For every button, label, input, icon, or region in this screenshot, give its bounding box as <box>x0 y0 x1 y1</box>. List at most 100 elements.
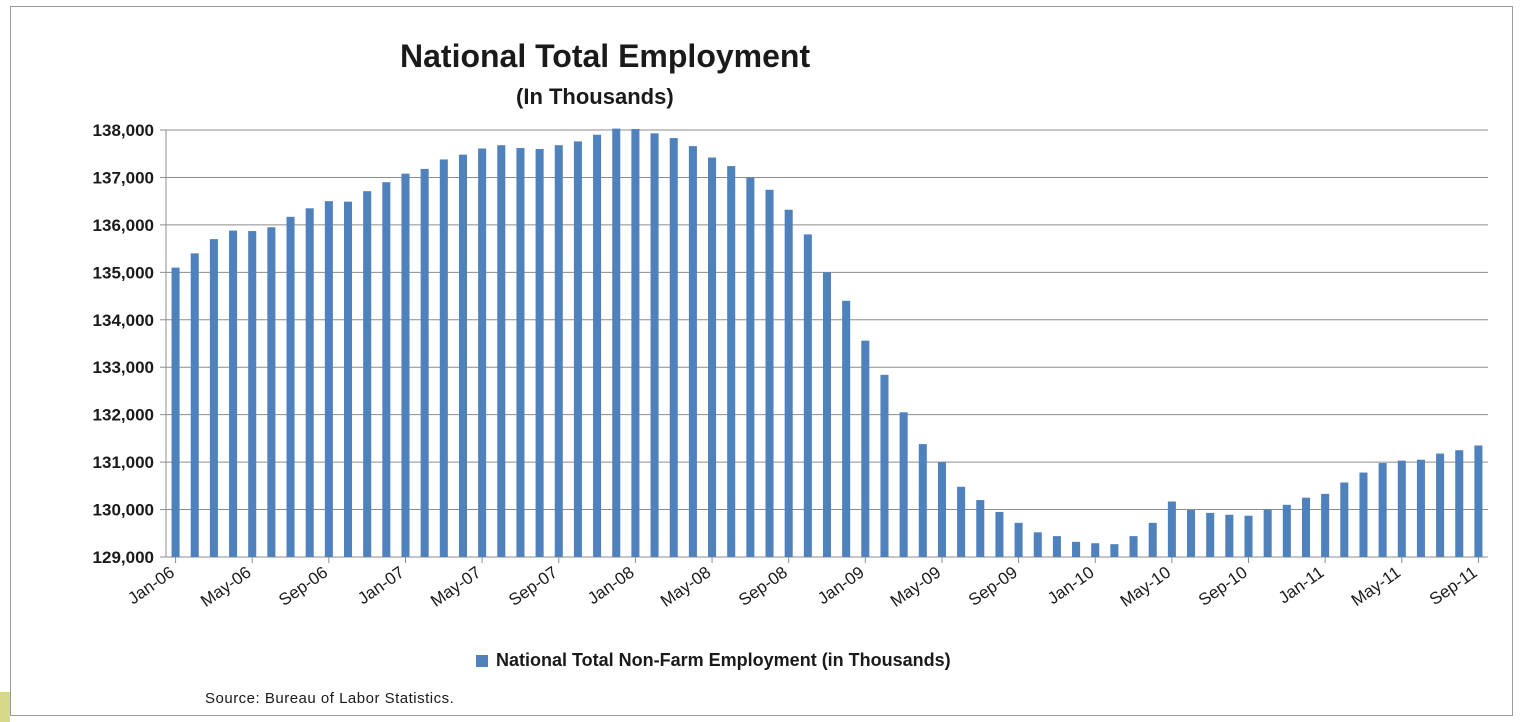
bar <box>822 272 832 557</box>
bar <box>401 173 410 557</box>
x-tick-label: May-11 <box>1348 563 1404 610</box>
bar <box>1091 543 1100 557</box>
y-tick-label: 135,000 <box>93 263 154 282</box>
bar <box>957 486 966 557</box>
bar <box>669 138 678 557</box>
y-tick-label: 129,000 <box>93 548 154 567</box>
bar <box>363 191 372 557</box>
bar <box>439 159 448 557</box>
y-tick-label: 138,000 <box>93 121 154 140</box>
bar <box>688 146 697 557</box>
legend-swatch <box>476 654 488 667</box>
bar <box>248 231 257 557</box>
y-tick-label: 131,000 <box>93 453 154 472</box>
bar <box>478 148 487 557</box>
x-tick-label: May-06 <box>197 563 254 611</box>
bar <box>1225 514 1234 557</box>
x-tick-label: Jan-11 <box>1275 563 1327 608</box>
x-tick-label: May-08 <box>657 563 714 611</box>
y-tick-label: 133,000 <box>93 358 154 377</box>
bar <box>1072 541 1081 557</box>
x-tick-label: Sep-07 <box>505 563 561 610</box>
bar <box>861 340 870 557</box>
source-note: Source: Bureau of Labor Statistics. <box>205 690 455 707</box>
y-tick-label: 137,000 <box>93 168 154 187</box>
bar <box>1244 515 1253 557</box>
x-tick-label: May-07 <box>427 563 484 611</box>
bar <box>746 177 755 557</box>
bar <box>765 189 774 557</box>
bar <box>899 412 908 557</box>
x-tick-label: Sep-09 <box>965 563 1021 610</box>
bar <box>1110 544 1119 557</box>
x-tick-label: May-10 <box>1117 563 1174 611</box>
bar <box>727 166 736 557</box>
bar <box>382 182 391 557</box>
bar <box>995 511 1004 557</box>
bar <box>1397 460 1406 557</box>
bar <box>1206 512 1215 557</box>
bar <box>190 253 199 557</box>
bar <box>842 300 851 557</box>
x-tick-label: Sep-10 <box>1195 563 1251 610</box>
bar <box>631 129 640 557</box>
bar <box>267 227 276 557</box>
bar <box>1282 504 1291 557</box>
bar <box>1014 522 1023 557</box>
x-tick-label: Jan-06 <box>124 563 177 608</box>
bar <box>305 208 314 558</box>
x-tick-label: Sep-11 <box>1426 563 1481 609</box>
x-tick-label: Sep-06 <box>275 563 331 610</box>
bar <box>708 157 717 558</box>
bar <box>497 145 506 557</box>
bar <box>209 239 218 557</box>
x-tick-label: Jan-08 <box>584 563 637 608</box>
bar <box>458 154 467 557</box>
bar <box>1187 510 1196 557</box>
bar <box>880 374 889 557</box>
bar <box>1167 501 1176 557</box>
bar <box>1340 482 1349 557</box>
bar <box>784 209 793 557</box>
chart-title: National Total Employment <box>400 38 811 74</box>
bar <box>1474 445 1483 557</box>
x-tick-label: May-09 <box>887 563 944 611</box>
bar <box>1263 509 1272 557</box>
bar <box>918 444 927 557</box>
bar <box>229 230 238 558</box>
bar <box>573 141 582 558</box>
bar <box>420 168 429 557</box>
chart-frame <box>10 6 1513 716</box>
x-tick-label: Jan-09 <box>814 563 867 608</box>
bar <box>324 201 333 557</box>
bar <box>1321 493 1330 557</box>
bar <box>976 500 985 557</box>
slide-corner-accent <box>0 692 10 722</box>
chart-legend: National Total Non-Farm Employment (in T… <box>476 650 951 671</box>
chart-subtitle: (In Thousands) <box>516 84 674 109</box>
bar <box>650 133 659 557</box>
bar <box>1301 497 1311 557</box>
bar <box>593 134 602 557</box>
legend-label: National Total Non-Farm Employment (in T… <box>496 650 951 670</box>
bar <box>286 216 295 557</box>
bar <box>1455 450 1464 557</box>
y-tick-label: 130,000 <box>93 501 154 520</box>
bar <box>1436 453 1445 557</box>
bar <box>612 128 621 557</box>
bar <box>1359 472 1368 557</box>
y-tick-label: 134,000 <box>93 311 154 330</box>
bar <box>1148 522 1157 557</box>
bar <box>937 462 946 557</box>
bar <box>1052 536 1061 557</box>
bar <box>535 148 544 557</box>
bar <box>1129 536 1138 557</box>
bar <box>1033 532 1042 557</box>
x-tick-label: Jan-10 <box>1044 563 1097 608</box>
bar <box>1416 459 1425 557</box>
bar <box>171 267 180 557</box>
x-tick-label: Jan-07 <box>354 563 407 608</box>
bar <box>343 201 353 557</box>
y-tick-label: 136,000 <box>93 216 154 235</box>
